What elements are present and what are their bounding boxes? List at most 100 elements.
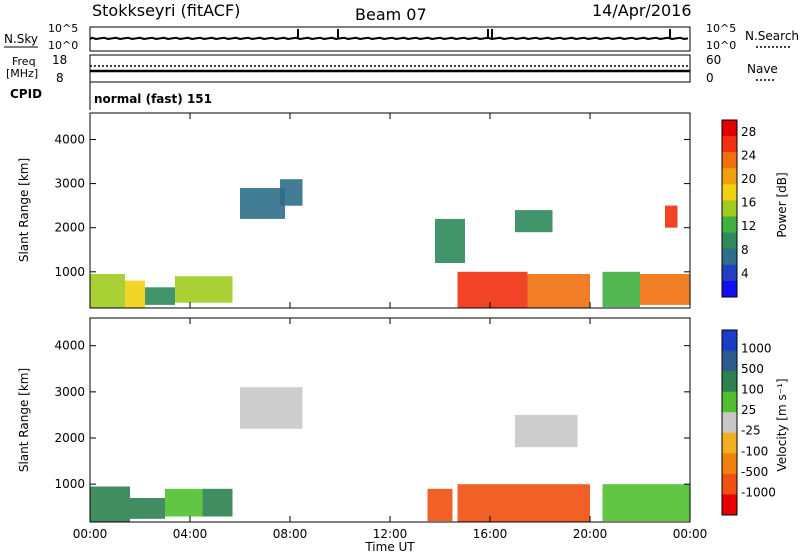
velocity-colorbar: 1000 500 100 25 -25 -100 -500 -1000 [721,329,776,516]
power-ytick-label: 4000 [54,132,85,146]
power-colorbar-swatch [722,216,737,234]
freq-panel-frame [89,54,691,83]
power-cell [145,287,175,305]
power-colorbar-swatch [722,264,737,282]
velocity-colorbar-tick-label: 500 [741,362,764,376]
velocity-cell [202,488,233,517]
velocity-cell [457,484,590,522]
power-colorbar-swatch [722,168,737,185]
power-colorbar-frame [721,119,738,298]
power-ylabel: Slant Range [km] [17,158,31,262]
velocity-colorbar-swatch [722,473,737,495]
velocity-colorbar-swatch [722,371,737,393]
velocity-cell [602,484,690,522]
velocity-heatmap-cells [90,387,690,522]
power-colorbar-swatch [722,184,737,201]
power-colorbar-swatch [722,152,737,169]
cpid-mode-text: normal (fast) 151 [94,92,212,106]
power-colorbar-tick-label: 20 [741,172,756,186]
noise-sky-label: N.Sky [4,32,38,46]
station-title: Stokkseyri (fitACF) [92,1,240,20]
power-ytick-label: 3000 [54,177,85,191]
velocity-cell [130,498,165,519]
power-colorbar-swatch [722,248,737,266]
velocity-colorbar-tick-label: 1000 [741,342,772,356]
noise-right-tick-bottom: 10^0 [706,39,736,52]
power-colorbar-label: Power [dB] [775,172,789,237]
velocity-ytick-label: 4000 [54,339,85,353]
noise-right-tick-top: 10^5 [706,22,736,35]
velocity-colorbar-swatch [722,432,737,454]
power-cell [602,271,640,308]
power-colorbar-tick-label: 4 [741,266,749,280]
velocity-cell [165,488,203,517]
velocity-cell [427,488,453,522]
x-tick-label: 16:00 [473,527,508,541]
velocity-ylabel: Slant Range [km] [17,368,31,472]
velocity-y-ticks: 1000 2000 3000 4000 [54,339,690,491]
velocity-colorbar-tick-label: -100 [741,444,768,458]
velocity-colorbar-swatch [722,391,737,413]
power-cell [527,274,590,308]
power-cell [435,218,465,263]
power-colorbar: 4 8 12 16 20 24 28 [721,119,756,298]
power-cell [280,179,303,206]
power-ytick-label: 2000 [54,221,85,235]
velocity-colorbar-label: Velocity [m s⁻¹] [775,378,789,471]
power-cell [665,205,678,228]
velocity-ytick-label: 3000 [54,385,85,399]
velocity-colorbar-tick-label: -1000 [741,485,776,499]
freq-unit-label: [MHz] [6,67,38,80]
power-colorbar-swatch [722,120,737,137]
velocity-colorbar-swatch [722,453,737,475]
power-y-ticks: 1000 2000 3000 4000 [54,132,690,279]
power-colorbar-tick-label: 28 [741,125,756,139]
freq-left-tick-top: 18 [52,53,67,67]
x-tick-label: 00:00 [73,527,108,541]
velocity-colorbar-tick-label: -500 [741,465,768,479]
cpid-label: CPID [10,87,42,101]
x-tick-label: 20:00 [573,527,608,541]
power-cell [90,274,125,308]
power-cell [240,188,285,219]
velocity-colorbar-tick-label: 25 [741,403,756,417]
power-cell [125,280,145,308]
freq-right-tick-top: 60 [706,53,721,67]
x-axis-ticks: 00:00 04:00 08:00 12:00 16:00 20:00 00:00 [73,113,707,541]
power-colorbar-swatch [722,200,737,218]
power-cell [457,271,528,308]
power-colorbar-tick-label: 24 [741,148,756,162]
noise-left-tick-bottom: 10^0 [48,39,78,52]
velocity-colorbar-tick-label: -25 [741,424,761,438]
power-colorbar-tick-label: 12 [741,219,756,233]
nave-label: Nave [747,62,778,76]
date-title: 14/Apr/2016 [592,1,692,20]
velocity-colorbar-swatch [722,412,737,434]
velocity-colorbar-frame [721,329,738,516]
velocity-colorbar-tick-label: 100 [741,383,764,397]
power-heatmap-cells [90,179,690,308]
noise-search-label: N.Search [745,29,799,43]
freq-label: Freq [12,55,36,68]
noise-sky-trace [89,36,689,41]
freq-left-tick-bottom: 8 [56,71,64,85]
x-tick-label: 12:00 [373,527,408,541]
velocity-colorbar-swatch [722,494,737,516]
x-axis-label: Time UT [364,540,415,554]
power-ytick-label: 1000 [54,265,85,279]
power-cell [515,210,553,233]
noise-left-tick-top: 10^5 [48,22,78,35]
power-colorbar-swatch [722,136,737,153]
velocity-cell [240,387,303,429]
x-tick-label: 04:00 [173,527,208,541]
velocity-ytick-label: 1000 [54,477,85,491]
power-cell [640,274,690,305]
freq-right-tick-bottom: 0 [706,71,714,85]
velocity-ytick-label: 2000 [54,431,85,445]
x-tick-label: 08:00 [273,527,308,541]
velocity-cell [90,486,130,522]
velocity-colorbar-swatch [722,350,737,372]
power-colorbar-swatch [722,232,737,250]
